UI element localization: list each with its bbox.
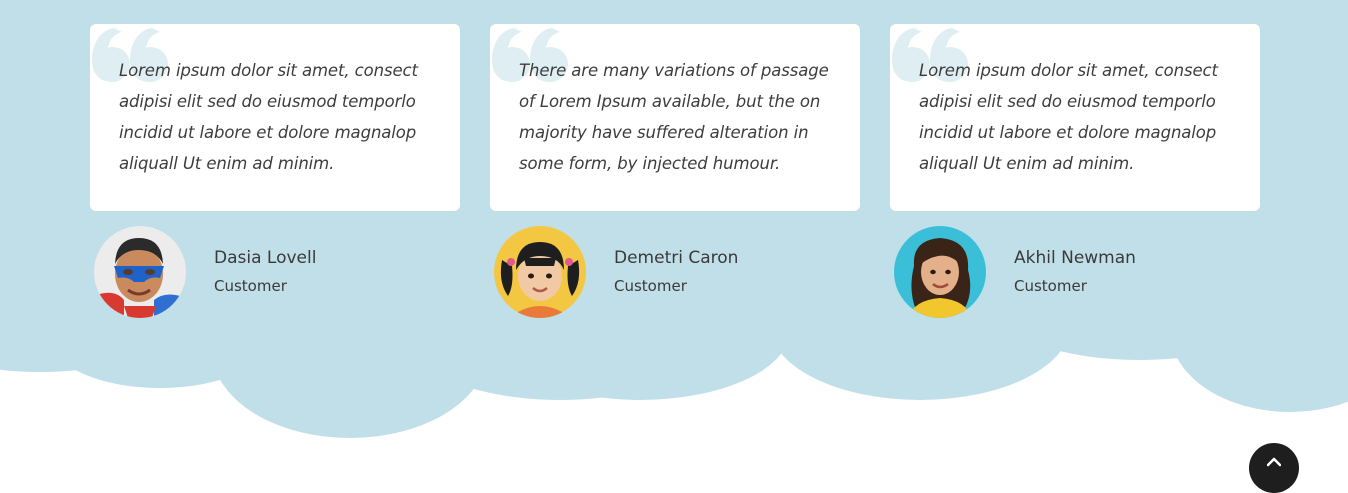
customer-name: Demetri Caron [614,248,739,268]
customer-name: Dasia Lovell [214,248,317,268]
quote-mark-icon [92,28,168,82]
customer-role: Customer [214,277,287,295]
girl-long-hair-icon [894,226,986,318]
testimonial-card: Lorem ipsum dolor sit amet, consect adip… [90,24,460,211]
quote-mark-icon [492,28,568,82]
testimonial-quote: Lorem ipsum dolor sit amet, consect adip… [119,61,418,173]
quote-mark-icon [892,28,968,82]
testimonial-quote: Lorem ipsum dolor sit amet, consect adip… [919,61,1218,173]
avatar [94,226,186,318]
scroll-to-top-button[interactable] [1249,443,1299,493]
boy-superhero-mask-icon [94,226,186,318]
customer-role: Customer [614,277,687,295]
chevron-up-icon [1267,457,1281,467]
testimonial-quote: There are many variations of passage of … [519,61,829,173]
customer-name: Akhil Newman [1014,248,1136,268]
customer-role: Customer [1014,277,1087,295]
avatar [894,226,986,318]
girl-pigtails-icon [494,226,586,318]
testimonial-card: Lorem ipsum dolor sit amet, consect adip… [890,24,1260,211]
avatar [494,226,586,318]
testimonial-card: There are many variations of passage of … [490,24,860,211]
